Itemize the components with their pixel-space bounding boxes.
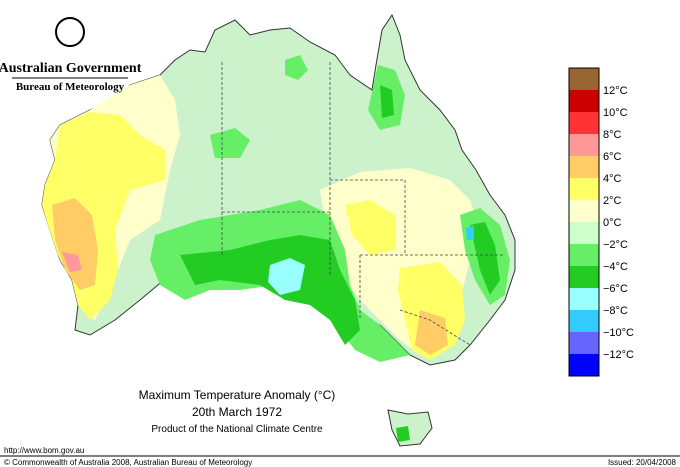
logo: Australian Government Bureau of Meteorol… [0,17,142,93]
legend-swatch [569,112,599,134]
footer-issued: Issued: 20/04/2008 [608,458,677,467]
legend-label: −10°C [603,327,634,339]
legend-label: 8°C [603,129,622,141]
legend-label: 2°C [603,195,622,207]
legend-swatch [569,288,599,310]
government-name: Australian Government [0,61,142,76]
legend-label: −2°C [603,239,628,251]
border [399,309,471,346]
legend-swatch [569,178,599,200]
legend-label: −12°C [603,349,634,361]
cool-region [210,128,250,158]
warm-region [345,200,395,255]
hot-region [415,310,448,355]
legend-swatch [569,310,599,332]
warm-region [398,262,465,360]
map-date: 20th March 1972 [192,405,282,419]
legend-swatch [569,354,599,376]
cool-region [180,235,360,345]
state-borders [221,62,505,346]
legend-label: −8°C [603,305,628,317]
legend-frame [568,67,600,377]
legend-swatch [569,244,599,266]
legend-label: −6°C [603,283,628,295]
legend-swatch [569,266,599,288]
hot-region [62,252,82,272]
legend-label: 12°C [603,85,628,97]
legend-swatch [569,332,599,354]
cool-region [380,85,394,118]
cold-region [268,258,305,295]
crest [55,17,85,47]
border [330,179,406,255]
legend-label: 0°C [603,217,622,229]
cool-region [396,426,410,442]
legend-swatch [569,68,599,90]
agency-name: Bureau of Meteorology [16,81,125,93]
legend-swatch [569,200,599,222]
legend-label: −4°C [603,261,628,273]
legend-swatch [569,90,599,112]
legend-label: 10°C [603,107,628,119]
legend-label: 4°C [603,173,622,185]
legend-swatch [569,134,599,156]
tasmania [387,409,433,447]
footer-copyright: © Commonwealth of Australia 2008, Austra… [4,458,252,467]
map-product: Product of the National Climate Centre [151,424,323,435]
map-title: Maximum Temperature Anomaly (°C) [139,388,336,402]
cold-region [466,226,474,240]
map [41,13,516,447]
footer-url: http://www.bom.gov.au [4,446,84,455]
hot-region [52,198,98,290]
legend-label: 6°C [603,151,622,163]
cool-region [285,55,308,80]
legend-swatch [569,222,599,244]
cool-region [470,222,500,295]
legend-swatch [569,156,599,178]
legend: 12°C 10°C 8°C 6°C 4°C 2°C 0°C −2°C −4°C −6°C −8°C −… [568,67,634,377]
